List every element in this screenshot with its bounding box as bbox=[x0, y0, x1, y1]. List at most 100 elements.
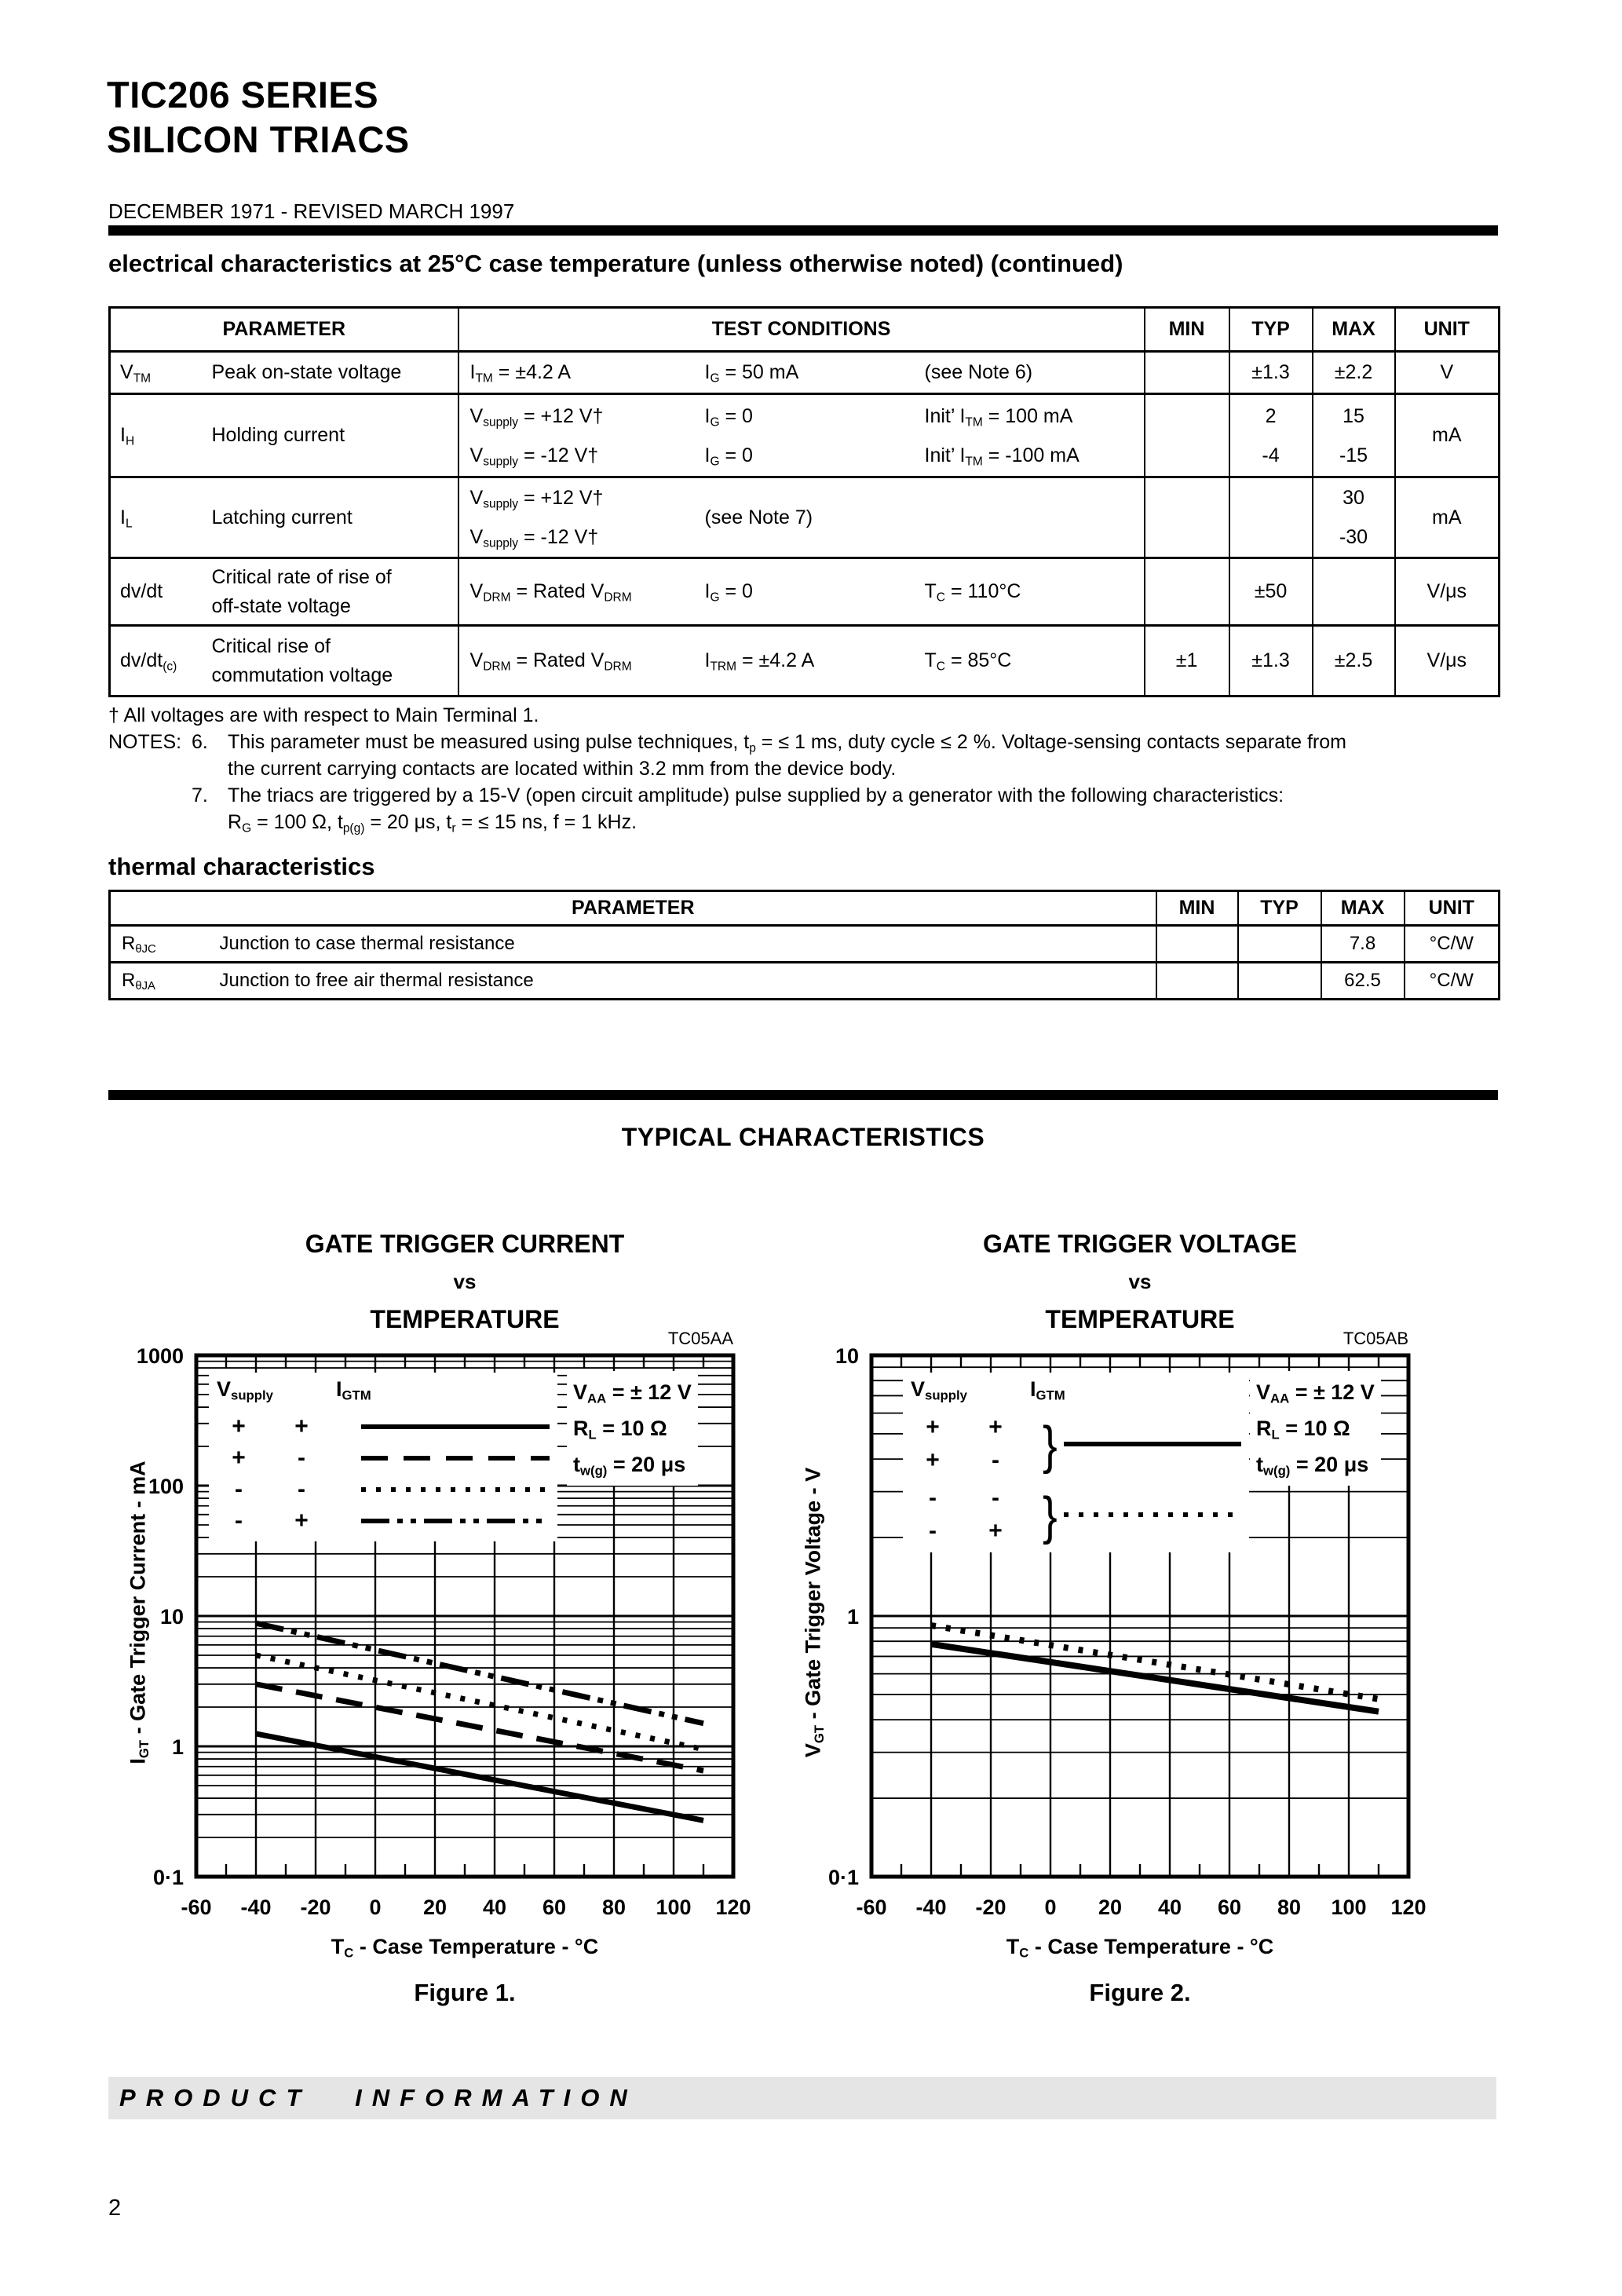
col-header-min: MIN bbox=[1143, 307, 1229, 352]
table-row-dvdt: dv/dt Critical rate of rise of off-state… bbox=[109, 557, 1500, 626]
unit-value: °C/W bbox=[1403, 924, 1500, 963]
y-tick-label: 10 bbox=[835, 1344, 859, 1368]
table-row-rthjc: RθJC Junction to case thermal resistance… bbox=[109, 924, 1500, 963]
col-header-unit: UNIT bbox=[1394, 307, 1500, 352]
param-name: Junction to case thermal resistance bbox=[206, 924, 1156, 963]
typ-value bbox=[1228, 476, 1313, 558]
max-value: 62.5 bbox=[1320, 961, 1405, 1000]
y-tick-label: 100 bbox=[148, 1475, 184, 1498]
min-value bbox=[1155, 924, 1238, 963]
x-tick-label: 120 bbox=[715, 1896, 751, 1919]
legend-row: - - bbox=[217, 1474, 550, 1505]
note-7-line1: 7. The triacs are triggered by a 15-V (o… bbox=[192, 784, 1284, 806]
min-value bbox=[1143, 557, 1229, 626]
series-solid bbox=[255, 1731, 704, 1823]
col-header-typ: TYP bbox=[1237, 890, 1321, 926]
thermal-characteristics-table: PARAMETER MIN TYP MAX UNIT RθJC Junction… bbox=[108, 890, 1501, 1000]
x-tick-label: 120 bbox=[1390, 1896, 1426, 1919]
x-tick-label: 0 bbox=[1044, 1896, 1056, 1919]
figure-1: -60 -40 -20 0 20 40 60 80 100 120 1000 100 10 1 0·1 GA… bbox=[99, 1209, 790, 2026]
legend-group: - - - + } bbox=[911, 1482, 1241, 1548]
test-condition: Vsupply = +12 V† Vsupply = -12 V† bbox=[457, 476, 694, 558]
figure-1-code: TC05AA bbox=[667, 1329, 733, 1348]
typ-value: ±50 bbox=[1228, 557, 1313, 626]
divider-bar-middle bbox=[108, 1090, 1498, 1100]
test-condition: TC = 85°C bbox=[913, 624, 1145, 696]
legend-line-sample bbox=[361, 1456, 550, 1461]
dagger-note: † All voltages are with respect to Main … bbox=[108, 704, 539, 726]
figure-1-legend: Vsupply IGTM + + + - - - - + bbox=[209, 1373, 557, 1541]
param-symbol: dv/dt bbox=[109, 557, 206, 626]
legend-line-sample bbox=[361, 1519, 550, 1523]
x-tick-label: 40 bbox=[483, 1896, 506, 1919]
x-tick-label: 100 bbox=[656, 1896, 691, 1919]
plot-border bbox=[869, 1353, 1411, 1879]
col-header-test-conditions: TEST CONDITIONS bbox=[457, 307, 1145, 352]
param-symbol: VTM bbox=[109, 350, 206, 394]
col-header-typ: TYP bbox=[1228, 307, 1313, 352]
test-condition: ITM = ±4.2 A bbox=[457, 350, 694, 394]
divider-bar-top bbox=[108, 225, 1498, 236]
y-tick-label: 1 bbox=[172, 1735, 184, 1759]
legend-group: + + + - } bbox=[911, 1411, 1241, 1477]
param-name: Critical rate of rise of off-state volta… bbox=[205, 557, 458, 626]
x-tick-label: -20 bbox=[975, 1896, 1006, 1919]
typ-value: 2 -4 bbox=[1228, 393, 1313, 477]
figure-1-x-axis-label: TC - Case Temperature - °C bbox=[331, 1935, 599, 1961]
series-dashed bbox=[255, 1681, 704, 1774]
x-tick-label: 40 bbox=[1158, 1896, 1182, 1919]
table-row-ih: IH Holding current Vsupply = +12 V† Vsup… bbox=[109, 393, 1500, 477]
col-header-min: MIN bbox=[1155, 890, 1238, 926]
table-row-rthja: RθJA Junction to free air thermal resist… bbox=[109, 961, 1500, 1000]
note-6-line2: the current carrying contacts are locate… bbox=[228, 758, 897, 780]
param-name: Latching current bbox=[205, 476, 458, 558]
param-name: Junction to free air thermal resistance bbox=[206, 961, 1156, 1000]
figure-2-legend: Vsupply IGTM + + + - } bbox=[903, 1373, 1249, 1552]
figure-1-title: GATE TRIGGER CURRENT vs TEMPERATURE bbox=[305, 1230, 625, 1333]
x-tick-label: -20 bbox=[300, 1896, 331, 1919]
revision-date: DECEMBER 1971 - REVISED MARCH 1997 bbox=[108, 199, 515, 223]
param-symbol: IH bbox=[109, 393, 206, 477]
param-name: Peak on-state voltage bbox=[205, 350, 458, 394]
max-value: 30 -30 bbox=[1311, 476, 1395, 558]
plot-border bbox=[194, 1353, 736, 1879]
unit-value: mA bbox=[1394, 476, 1500, 558]
legend-line-sample bbox=[361, 1487, 550, 1492]
product-information-label: PRODUCT INFORMATION bbox=[119, 2084, 637, 2111]
max-value: 7.8 bbox=[1320, 924, 1405, 963]
brace-glyph: } bbox=[1043, 1485, 1058, 1545]
col-header-max: MAX bbox=[1311, 307, 1395, 352]
typ-value bbox=[1237, 924, 1321, 963]
legend-line-sample bbox=[361, 1424, 550, 1429]
test-condition: Vsupply = +12 V† Vsupply = -12 V† bbox=[457, 393, 694, 477]
x-tick-label: 80 bbox=[602, 1896, 626, 1919]
figure-2-x-axis-label: TC - Case Temperature - °C bbox=[1006, 1935, 1274, 1961]
table-header-row: PARAMETER TEST CONDITIONS MIN TYP MAX UN… bbox=[110, 307, 1500, 352]
document-title-line2: SILICON TRIACS bbox=[107, 119, 410, 160]
test-condition: IG = 0 bbox=[693, 557, 914, 626]
unit-value: V bbox=[1394, 350, 1500, 394]
x-tick-label: -60 bbox=[181, 1896, 211, 1919]
typ-value: ±1.3 bbox=[1228, 624, 1313, 696]
table-row-dvdtc: dv/dt(c) Critical rise of commutation vo… bbox=[109, 624, 1500, 696]
min-value: ±1 bbox=[1143, 624, 1229, 696]
figure-2-title: GATE TRIGGER VOLTAGE vs TEMPERATURE bbox=[983, 1230, 1297, 1333]
thermal-characteristics-heading: thermal characteristics bbox=[108, 853, 375, 880]
param-symbol: IL bbox=[109, 476, 206, 558]
figure-2-code: TC05AB bbox=[1343, 1329, 1408, 1348]
test-condition: VDRM = Rated VDRM bbox=[457, 624, 694, 696]
param-symbol: RθJC bbox=[109, 924, 207, 963]
brace-glyph: } bbox=[1043, 1414, 1058, 1474]
y-tick-label: 0·1 bbox=[153, 1866, 184, 1889]
electrical-characteristics-table: PARAMETER TEST CONDITIONS MIN TYP MAX UN… bbox=[108, 306, 1501, 697]
legend-row: - + bbox=[217, 1505, 550, 1537]
y-tick-label: 1000 bbox=[137, 1344, 184, 1368]
y-tick-label: 10 bbox=[160, 1605, 184, 1629]
footnotes: † All voltages are with respect to Main … bbox=[108, 702, 1514, 835]
param-symbol: RθJA bbox=[109, 961, 207, 1000]
test-condition: (see Note 7) bbox=[693, 476, 1145, 558]
min-value bbox=[1155, 961, 1238, 1000]
figure-2-caption: Figure 2. bbox=[1089, 1979, 1191, 2006]
figure-1-conditions: VAA = ± 12 V RL = 10 Ω tw(g) = 20 μs bbox=[567, 1371, 698, 1486]
